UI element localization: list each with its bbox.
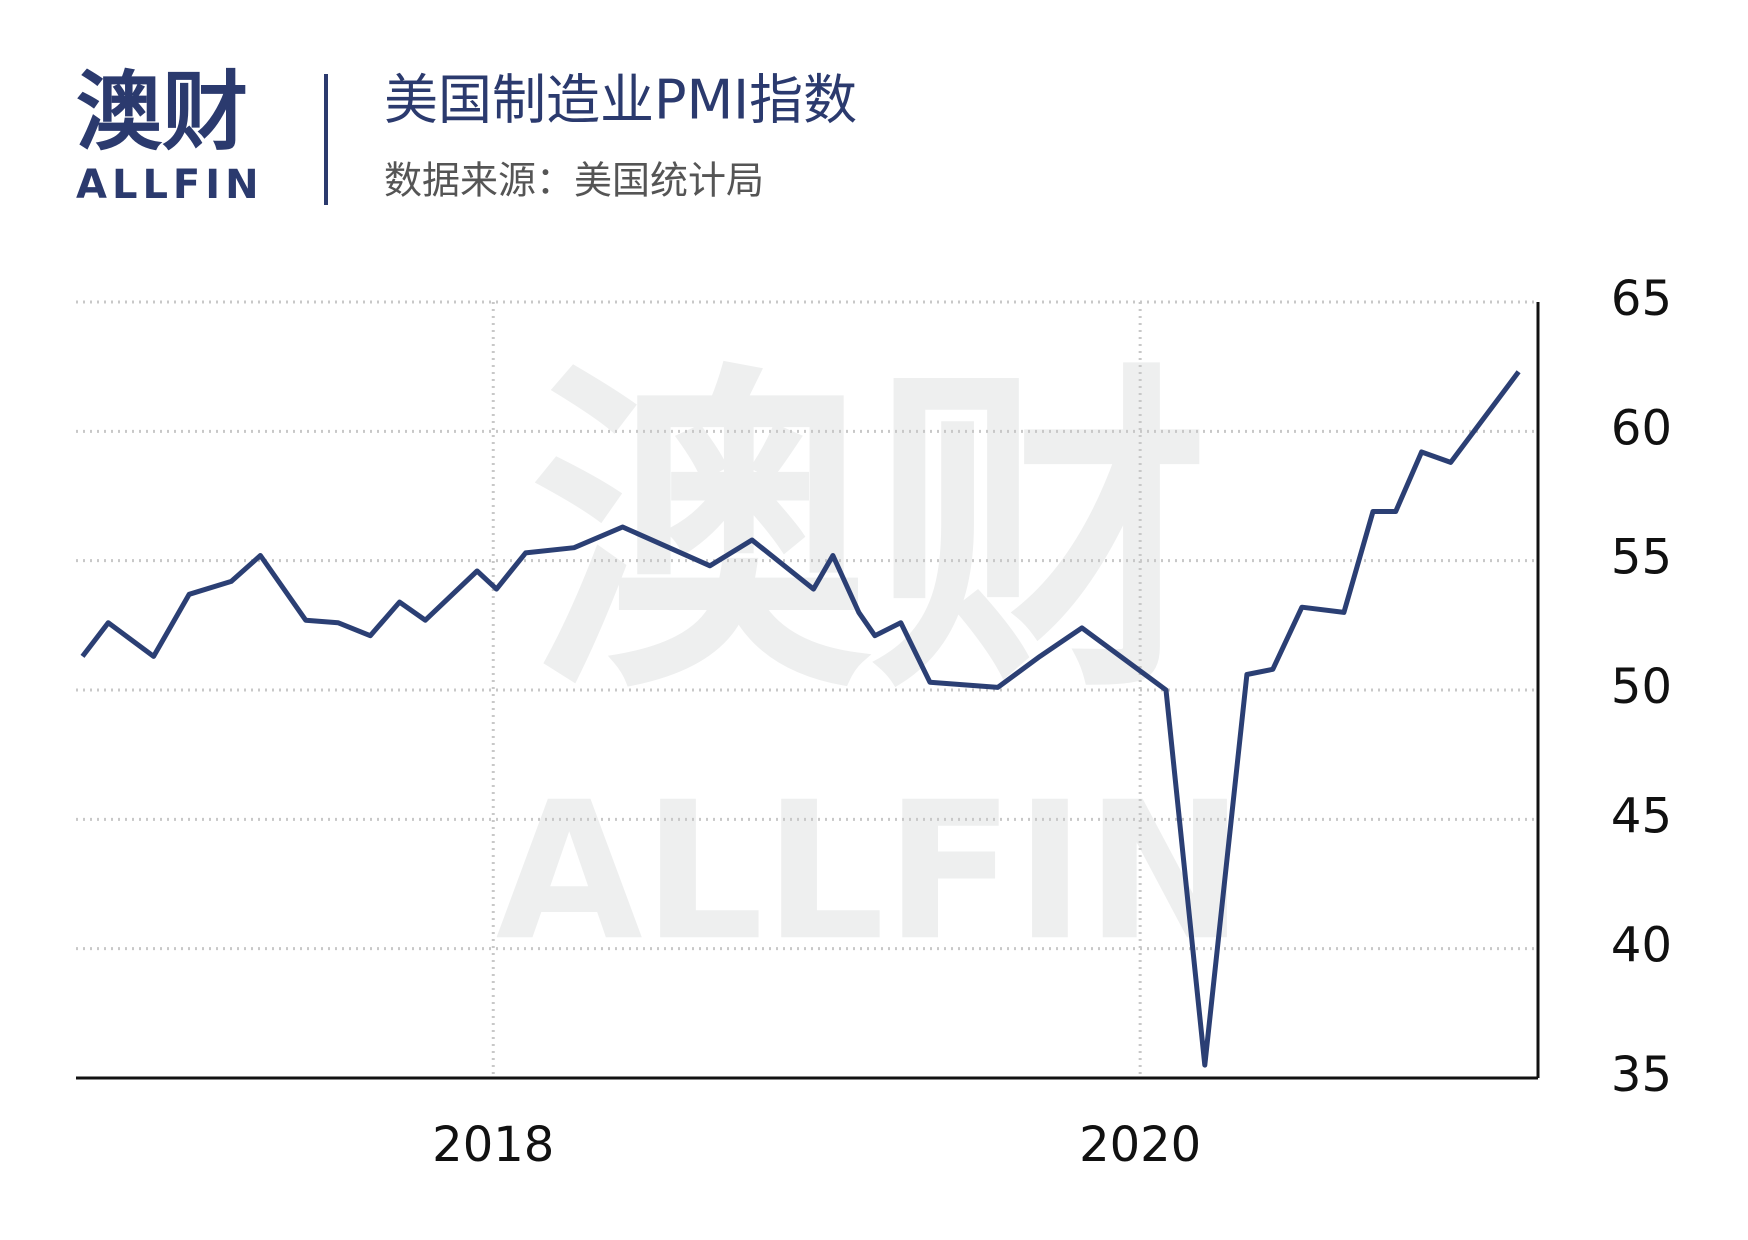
y-tick-label: 35 — [1611, 1047, 1672, 1103]
y-tick-label: 65 — [1611, 271, 1672, 327]
y-tick-label: 50 — [1611, 659, 1672, 715]
logo-latin: ALLFIN — [76, 162, 264, 208]
chart-title: 美国制造业PMI指数 — [384, 69, 857, 132]
y-tick-label: 60 — [1611, 400, 1672, 456]
logo-name: 澳财 — [76, 62, 248, 162]
data-line — [80, 370, 1521, 1068]
y-tick-label: 45 — [1611, 788, 1672, 844]
plot: 35 40 45 50 55 60 65 2018 2020 — [76, 271, 1672, 1173]
chart-subtitle: 数据来源：美国统计局 — [384, 159, 764, 203]
watermark: 澳财 ALLFIN — [496, 338, 1245, 982]
y-tick-label: 40 — [1611, 918, 1672, 974]
watermark-name: 澳财 — [530, 338, 1210, 734]
watermark-latin: ALLFIN — [496, 761, 1245, 982]
x-tick-label: 2020 — [1079, 1117, 1201, 1173]
y-tick-label: 55 — [1611, 530, 1672, 586]
x-tick-label: 2018 — [432, 1117, 554, 1173]
